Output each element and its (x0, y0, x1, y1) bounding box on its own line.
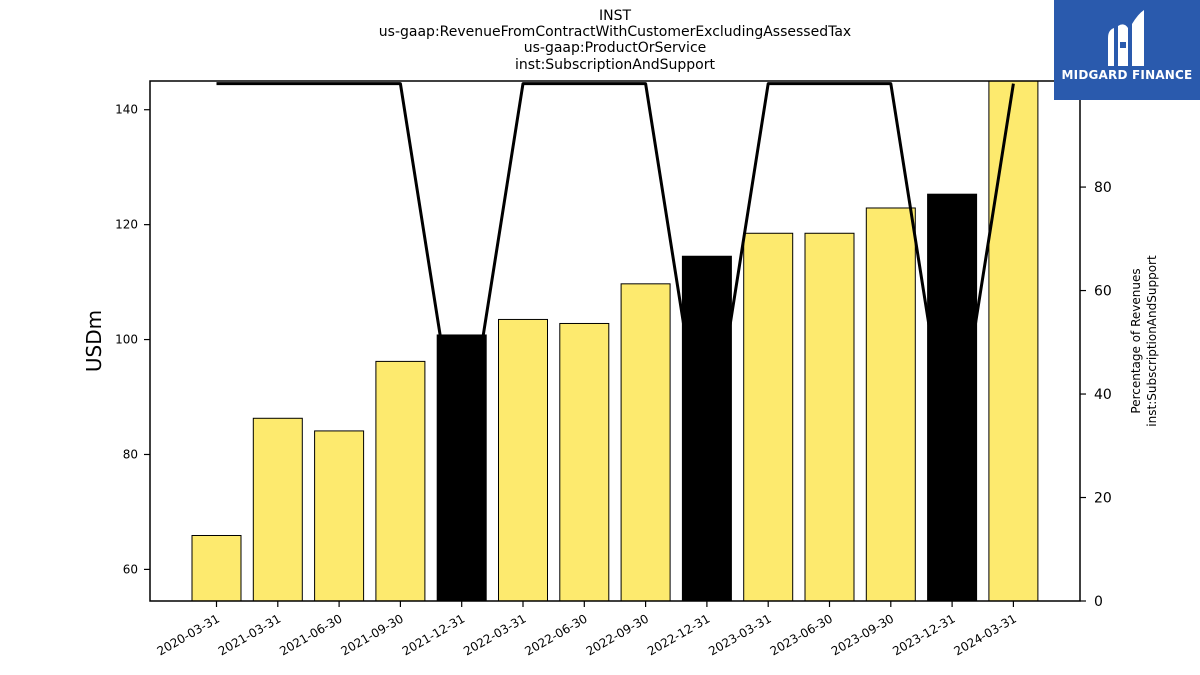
title-line-1: INST (599, 8, 631, 24)
y-tick-label: 100 (115, 333, 138, 347)
x-tick-label: 2020-03-31 (155, 611, 222, 658)
y2-tick-label: 60 (1094, 284, 1112, 300)
bar-2023-12-31 (927, 193, 978, 602)
x-axis-ticks: 2020-03-312021-03-312021-06-302021-09-30… (155, 601, 1019, 658)
bar-2022-09-30 (620, 283, 671, 602)
plot-frame (149, 80, 1081, 602)
bar-2024-03-31 (988, 80, 1039, 602)
chart-title: INST us-gaap:RevenueFromContractWithCust… (379, 8, 851, 73)
bar-2022-12-31 (681, 255, 732, 602)
bar-2021-09-30 (375, 360, 426, 602)
title-line-4: inst:SubscriptionAndSupport (515, 57, 715, 73)
y-tick-label: 80 (123, 447, 138, 461)
title-line-2: us-gaap:RevenueFromContractWithCustomerE… (379, 24, 851, 40)
bar-2023-06-30 (804, 232, 855, 602)
brand-logo: MIDGARD FINANCE (1054, 0, 1200, 100)
percentage-line-series (216, 82, 1015, 474)
x-tick-label: 2022-12-31 (645, 611, 712, 658)
x-tick-label: 2021-06-30 (277, 611, 344, 658)
axes (149, 80, 1081, 602)
brand-name: MIDGARD FINANCE (1061, 68, 1193, 82)
x-tick-label: 2023-09-30 (829, 611, 896, 658)
x-tick-label: 2021-03-31 (216, 611, 283, 658)
y2-axis-label-line-2: inst:SubscriptionAndSupport (1145, 255, 1159, 427)
y2-tick-label: 40 (1094, 387, 1112, 403)
x-tick-label: 2024-03-31 (951, 611, 1018, 658)
midgard-m-logo-icon (1108, 10, 1144, 66)
x-tick-label: 2022-06-30 (522, 611, 589, 658)
y2-tick-label: 20 (1094, 491, 1112, 507)
bar-2021-03-31 (252, 417, 303, 602)
bar-2021-06-30 (314, 430, 365, 602)
y-axis-ticks: 60 80 100 120 140 (115, 103, 150, 576)
x-tick-label: 2022-03-31 (461, 611, 528, 658)
x-tick-label: 2021-09-30 (338, 611, 405, 658)
title-line-3: us-gaap:ProductOrService (524, 40, 707, 56)
x-tick-label: 2021-12-31 (400, 611, 467, 658)
y-axis-label: USDm (82, 310, 106, 372)
y2-tick-label: 0 (1094, 594, 1103, 610)
y-tick-label: 60 (123, 562, 138, 576)
bar-2022-06-30 (559, 322, 610, 602)
x-tick-label: 2022-09-30 (584, 611, 651, 658)
bar-2023-09-30 (865, 207, 916, 602)
percentage-line (216, 82, 1015, 474)
x-tick-label: 2023-12-31 (890, 611, 957, 658)
bar-2020-03-31 (191, 534, 242, 602)
x-tick-label: 2023-06-30 (768, 611, 835, 658)
bar-series (191, 80, 1039, 602)
y2-axis-ticks: 020406080100 (1080, 77, 1121, 610)
x-tick-label: 2023-03-31 (706, 611, 773, 658)
y-tick-label: 140 (115, 103, 138, 117)
y2-tick-label: 80 (1094, 180, 1112, 196)
y-tick-label: 120 (115, 218, 138, 232)
bar-2022-03-31 (498, 318, 548, 602)
bar-2023-03-31 (743, 232, 794, 602)
y2-axis-label-line-1: Percentage of Revenues (1129, 268, 1143, 413)
